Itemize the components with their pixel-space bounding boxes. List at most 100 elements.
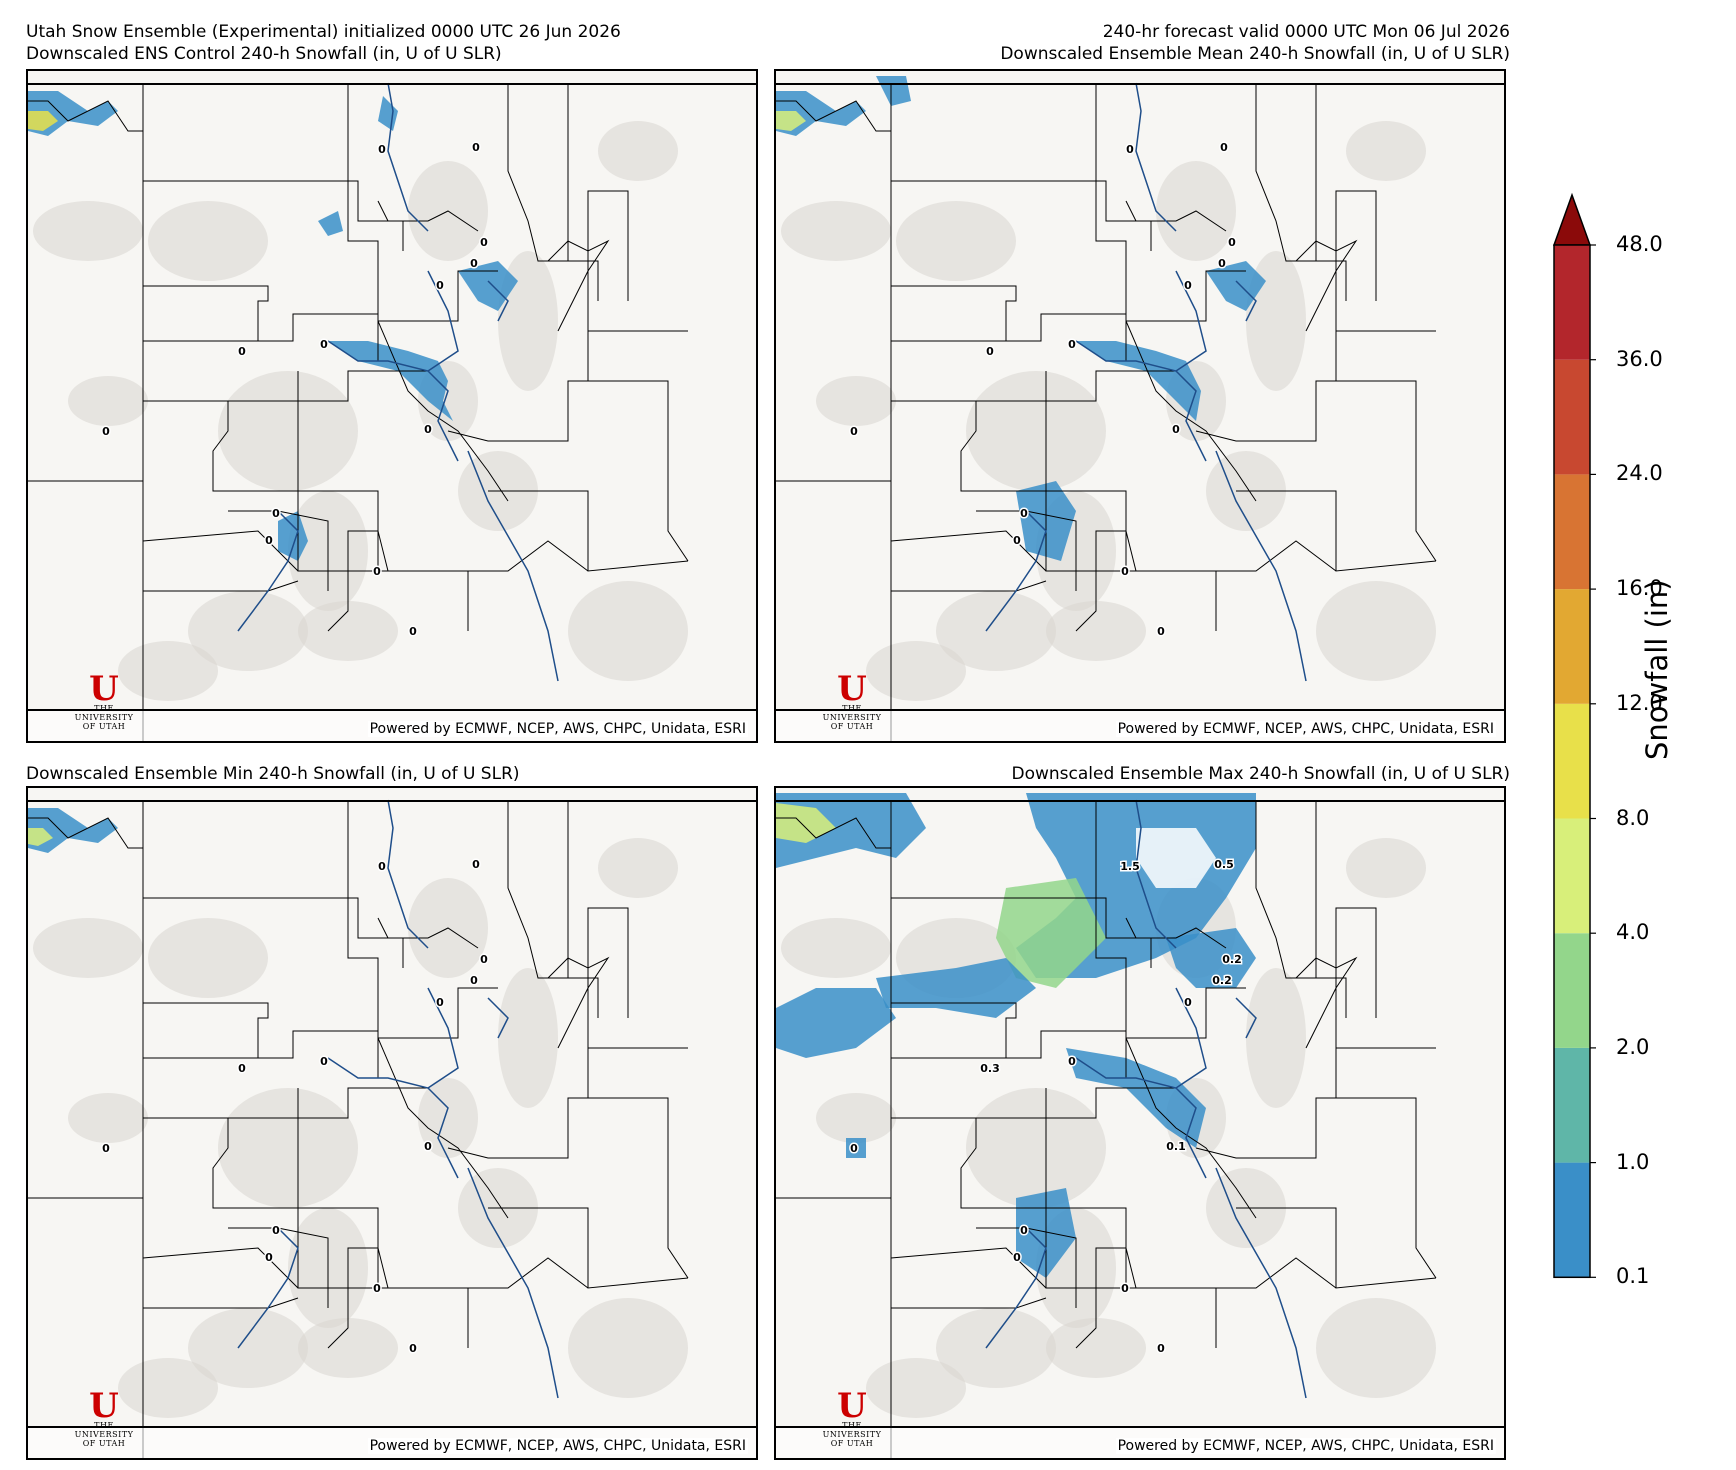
credit-text: Powered by ECMWF, NCEP, AWS, CHPC, Unida… xyxy=(1115,721,1496,737)
contour-label: 0 xyxy=(1228,236,1236,249)
credit-text: Powered by ECMWF, NCEP, AWS, CHPC, Unida… xyxy=(1115,1438,1496,1454)
header-right-line1: 240-hr forecast valid 0000 UTC Mon 06 Ju… xyxy=(1102,22,1510,42)
contour-label: 0 xyxy=(470,974,478,987)
contour-label: 0 xyxy=(1172,423,1180,436)
contour-label: 0 xyxy=(850,1142,858,1155)
colorbar-tick-label: 4.0 xyxy=(1616,920,1650,945)
map-panel-control: 0 0 0 0 0 0 0 0 0 0 0 0 0 Powered by ECMWF, NCEP, AWS… xyxy=(26,69,758,743)
colorbar-title: Snowfall (in) xyxy=(1640,579,1674,760)
contour-label: 0 xyxy=(1068,338,1076,351)
contour-label: 0 xyxy=(102,1142,110,1155)
colorbar-segment xyxy=(1554,818,1590,934)
contour-label: 0 xyxy=(1184,996,1192,1009)
contour-label: 0 xyxy=(424,1140,432,1153)
header-right-line2: Downscaled Ensemble Mean 240-h Snowfall … xyxy=(1000,44,1510,64)
credit-text: Powered by ECMWF, NCEP, AWS, CHPC, Unida… xyxy=(367,1438,748,1454)
contour-label: 0 xyxy=(1157,1342,1165,1355)
colorbar-segment xyxy=(1554,359,1590,475)
contour-label: 0 xyxy=(480,953,488,966)
colorbar-segment xyxy=(1554,474,1590,590)
contour-label: 1.5 xyxy=(1120,860,1140,873)
rivers xyxy=(237,799,559,1399)
contour-label: 0 xyxy=(1121,1282,1129,1295)
terrain-relief xyxy=(33,838,688,1418)
county-boundaries xyxy=(28,83,689,741)
contour-label: 0 xyxy=(1218,257,1226,270)
colorbar-extend-arrow xyxy=(1552,192,1592,246)
contour-label: 0 xyxy=(378,143,386,156)
university-of-utah-logo: U THE UNIVERSITY OF UTAH xyxy=(74,669,134,731)
contour-label: 0 xyxy=(1013,1251,1021,1264)
contour-labels: 1.5 0.5 0.2 0.2 0 0.3 0 0 0.1 0 0 0 0 xyxy=(849,857,1244,1357)
contour-label: 0 xyxy=(1020,507,1028,520)
map-top-border xyxy=(776,788,1504,802)
basemap-svg: 1.5 0.5 0.2 0.2 0 0.3 0 0 0.1 0 0 0 0 xyxy=(776,793,1437,1458)
colorbar-segment xyxy=(1554,589,1590,704)
colorbar-tick-label: 36.0 xyxy=(1616,346,1663,371)
map-top-border xyxy=(28,71,756,85)
contour-label: 0 xyxy=(320,1055,328,1068)
map-panel-min: 0 0 0 0 0 0 0 0 0 0 0 0 0 Powered by ECMWF, NCEP, AWS… xyxy=(26,786,758,1460)
contour-label: 0 xyxy=(472,858,480,871)
contour-label: 0 xyxy=(265,1251,273,1264)
colorbar-tick-label: 0.1 xyxy=(1616,1264,1650,1289)
rivers xyxy=(237,82,559,682)
contour-label: 0 xyxy=(272,507,280,520)
colorbar-tick-label: 48.0 xyxy=(1616,232,1663,256)
contour-label: 0 xyxy=(1126,143,1134,156)
contour-label: 0 xyxy=(320,338,328,351)
rivers xyxy=(985,82,1307,682)
max-panel-title: Downscaled Ensemble Max 240-h Snowfall (… xyxy=(1011,764,1511,784)
contour-label: 0 xyxy=(272,1224,280,1237)
county-boundaries xyxy=(28,800,689,1458)
snowfall-colorbar xyxy=(1552,192,1596,1279)
colorbar-segment xyxy=(1554,933,1590,1048)
map-top-border xyxy=(776,71,1504,85)
contour-label: 0 xyxy=(238,1062,246,1075)
contour-label: 0 xyxy=(1184,279,1192,292)
snowfall-fill xyxy=(28,808,118,853)
map-panel-max: 1.5 0.5 0.2 0.2 0 0.3 0 0 0.1 0 0 0 0 Powered by ECMW… xyxy=(774,786,1506,1460)
terrain-relief xyxy=(33,121,688,701)
contour-label: 0.2 xyxy=(1212,974,1232,987)
contour-label: 0 xyxy=(1157,625,1165,638)
header-left-line2: Downscaled ENS Control 240-h Snowfall (i… xyxy=(26,44,502,64)
contour-label: 0 xyxy=(1013,534,1021,547)
contour-label: 0 xyxy=(850,425,858,438)
contour-label: 0.1 xyxy=(1166,1140,1186,1153)
contour-label: 0 xyxy=(102,425,110,438)
contour-label: 0 xyxy=(373,1282,381,1295)
colorbar-tick-label: 1.0 xyxy=(1616,1149,1650,1174)
contour-label: 0 xyxy=(424,423,432,436)
university-of-utah-logo: U THE UNIVERSITY OF UTAH xyxy=(822,1386,882,1448)
contour-label: 0 xyxy=(472,141,480,154)
colorbar-segment xyxy=(1554,245,1590,360)
contour-label: 0 xyxy=(1068,1055,1076,1068)
colorbar-tick-label: 16.0 xyxy=(1616,576,1663,601)
contour-label: 0 xyxy=(480,236,488,249)
colorbar-segment xyxy=(1554,1162,1590,1278)
county-boundaries xyxy=(776,83,1437,741)
county-boundaries xyxy=(776,800,1437,1458)
map-panel-mean: 0 0 0 0 0 0 0 0 0 0 0 0 0 Powered by ECMWF, NCEP, AWS… xyxy=(774,69,1506,743)
university-of-utah-logo: U THE UNIVERSITY OF UTAH xyxy=(822,669,882,731)
colorbar-segment xyxy=(1554,703,1590,819)
colorbar-tick-label: 8.0 xyxy=(1616,805,1650,830)
contour-label: 0 xyxy=(1121,565,1129,578)
contour-label: 0 xyxy=(436,279,444,292)
colorbar-tick-label: 2.0 xyxy=(1616,1034,1650,1059)
contour-label: 0.2 xyxy=(1222,953,1242,966)
contour-label: 0.3 xyxy=(980,1062,1000,1075)
contour-label: 0 xyxy=(1020,1224,1028,1237)
contour-label: 0 xyxy=(378,860,386,873)
snowfall-fill xyxy=(776,793,1256,1278)
contour-label: 0 xyxy=(238,345,246,358)
contour-label: 0 xyxy=(1220,141,1228,154)
colorbar-tick-label: 12.0 xyxy=(1616,690,1663,715)
